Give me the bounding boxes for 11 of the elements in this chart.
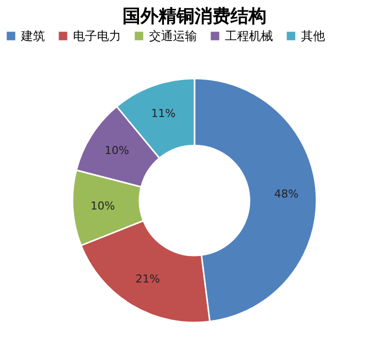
data-label: 10% xyxy=(90,199,115,212)
legend-label: 其他 xyxy=(301,29,325,43)
data-label: 21% xyxy=(135,272,160,286)
legend-label: 电子电力 xyxy=(73,29,121,43)
legend-label: 建筑 xyxy=(20,29,45,43)
data-label: 10% xyxy=(104,144,130,158)
data-label: 48% xyxy=(274,188,299,201)
legend-label: 交通运输 xyxy=(149,29,197,43)
chart-title: 国外精铜消费结构 xyxy=(122,6,266,27)
data-label: 11% xyxy=(151,106,176,120)
legend-label: 工程机械 xyxy=(225,29,273,43)
